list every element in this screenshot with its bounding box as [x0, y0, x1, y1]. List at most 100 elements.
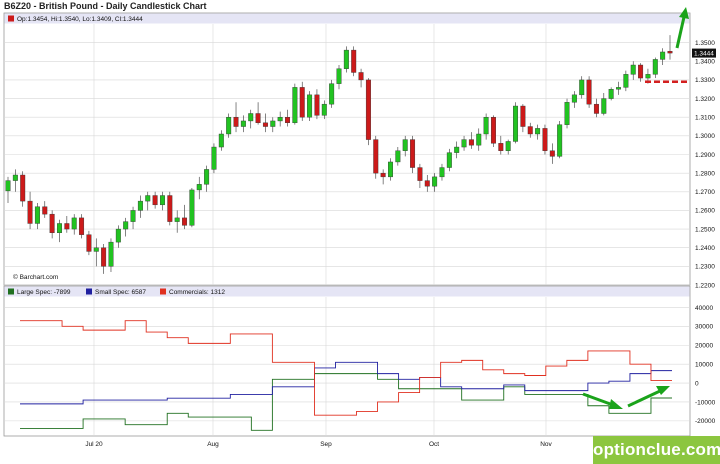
candle-body — [358, 72, 364, 81]
candle — [12, 169, 18, 192]
candle — [167, 191, 173, 226]
candle — [351, 46, 357, 77]
candle — [468, 132, 474, 149]
candle-body — [432, 176, 438, 187]
candle — [380, 169, 386, 185]
candle-body — [490, 117, 496, 144]
candle-body — [270, 120, 276, 127]
candle-body — [285, 117, 290, 124]
candle-body — [417, 167, 423, 181]
cot-legend-bar — [4, 286, 690, 297]
candle — [277, 111, 283, 127]
cot-lines — [20, 320, 672, 431]
candle-body — [167, 195, 173, 222]
candle — [42, 201, 48, 218]
candle — [667, 35, 673, 60]
last-price-label: 1.3444 — [694, 50, 714, 57]
candle-body — [652, 59, 658, 75]
ohlc-header-bar — [4, 13, 690, 24]
watermark-brand: optionclue.com — [593, 436, 720, 464]
price-tick-label: 1.3200 — [695, 96, 715, 103]
candle-body — [42, 206, 48, 215]
ohlc-legend-swatch — [8, 15, 14, 22]
candle — [115, 225, 121, 248]
cot-tick-label: 40000 — [695, 305, 713, 312]
cot-axis: 40000 30000 20000 10000 0 -10000 -20000 — [695, 305, 716, 425]
candle-body — [262, 122, 268, 127]
cot-legend-swatch — [8, 288, 14, 295]
candle — [535, 124, 541, 140]
candle — [93, 238, 99, 267]
candle — [49, 210, 55, 239]
candle-body — [115, 228, 121, 243]
candle-body — [461, 139, 467, 148]
candle — [196, 176, 202, 200]
candle-body — [130, 210, 136, 222]
cot-legend-swatch — [86, 288, 92, 295]
candle — [432, 173, 438, 192]
candle — [204, 165, 210, 192]
candle — [329, 79, 335, 108]
candle-body — [505, 141, 511, 151]
candle-body — [498, 143, 504, 151]
candle — [388, 158, 393, 181]
candle-body — [571, 94, 577, 103]
candle-body — [86, 234, 92, 252]
price-tick-label: 1.3000 — [695, 133, 715, 140]
price-tick-label: 1.2400 — [695, 245, 715, 252]
candle-body — [189, 189, 195, 226]
candle-body — [93, 247, 99, 252]
price-grid — [4, 24, 690, 286]
candle-body — [373, 139, 379, 174]
candle — [564, 98, 570, 129]
cot-tick-label: 0 — [695, 380, 699, 387]
candle-body — [329, 83, 335, 105]
cot-tick-label: 10000 — [695, 361, 713, 368]
candle-body — [410, 139, 416, 168]
candle-body — [446, 152, 452, 168]
candle-body — [667, 51, 673, 54]
candle-body — [660, 51, 666, 60]
candle-body — [520, 105, 526, 127]
price-panel: Op:1.3454, Hi:1.3540, Lo:1.3409, Cl:1.34… — [3, 7, 716, 289]
candle — [123, 217, 129, 237]
candle-body — [593, 103, 599, 114]
candle — [27, 191, 33, 230]
candle — [159, 191, 165, 211]
candle — [145, 191, 151, 211]
candle-body — [5, 180, 11, 192]
candle — [542, 124, 548, 155]
candle — [211, 143, 217, 174]
candle — [299, 81, 305, 121]
candle — [630, 61, 636, 80]
candle — [57, 219, 62, 243]
candle-body — [49, 213, 55, 234]
price-tick-label: 1.2800 — [695, 170, 715, 177]
cot-tick-label: 30000 — [695, 324, 713, 331]
candle-body — [454, 146, 460, 153]
candle-body — [395, 150, 401, 163]
candle-body — [152, 195, 158, 206]
candle-body — [64, 223, 70, 230]
cot-series-line — [20, 373, 672, 431]
candle — [579, 76, 585, 99]
candle — [439, 163, 445, 181]
candle — [64, 216, 70, 233]
candle — [557, 120, 563, 159]
chart-title: B6Z20 - British Pound - Daily Candlestic… — [4, 1, 207, 11]
candle-body — [218, 133, 224, 148]
candle-body — [34, 206, 40, 224]
candle-body — [513, 105, 519, 142]
cot-legend-label: Small Spec: 6587 — [95, 289, 146, 296]
candle — [189, 188, 195, 228]
cot-legend-swatch — [160, 288, 166, 295]
candle — [240, 115, 246, 133]
candle-body — [211, 146, 217, 170]
candle-body — [638, 64, 644, 79]
x-tick-label: Aug — [207, 441, 219, 448]
x-tick-label: Jul 20 — [85, 441, 103, 448]
candle — [285, 109, 290, 127]
candle — [262, 113, 268, 133]
candle — [490, 115, 496, 148]
candle-body — [314, 94, 320, 116]
